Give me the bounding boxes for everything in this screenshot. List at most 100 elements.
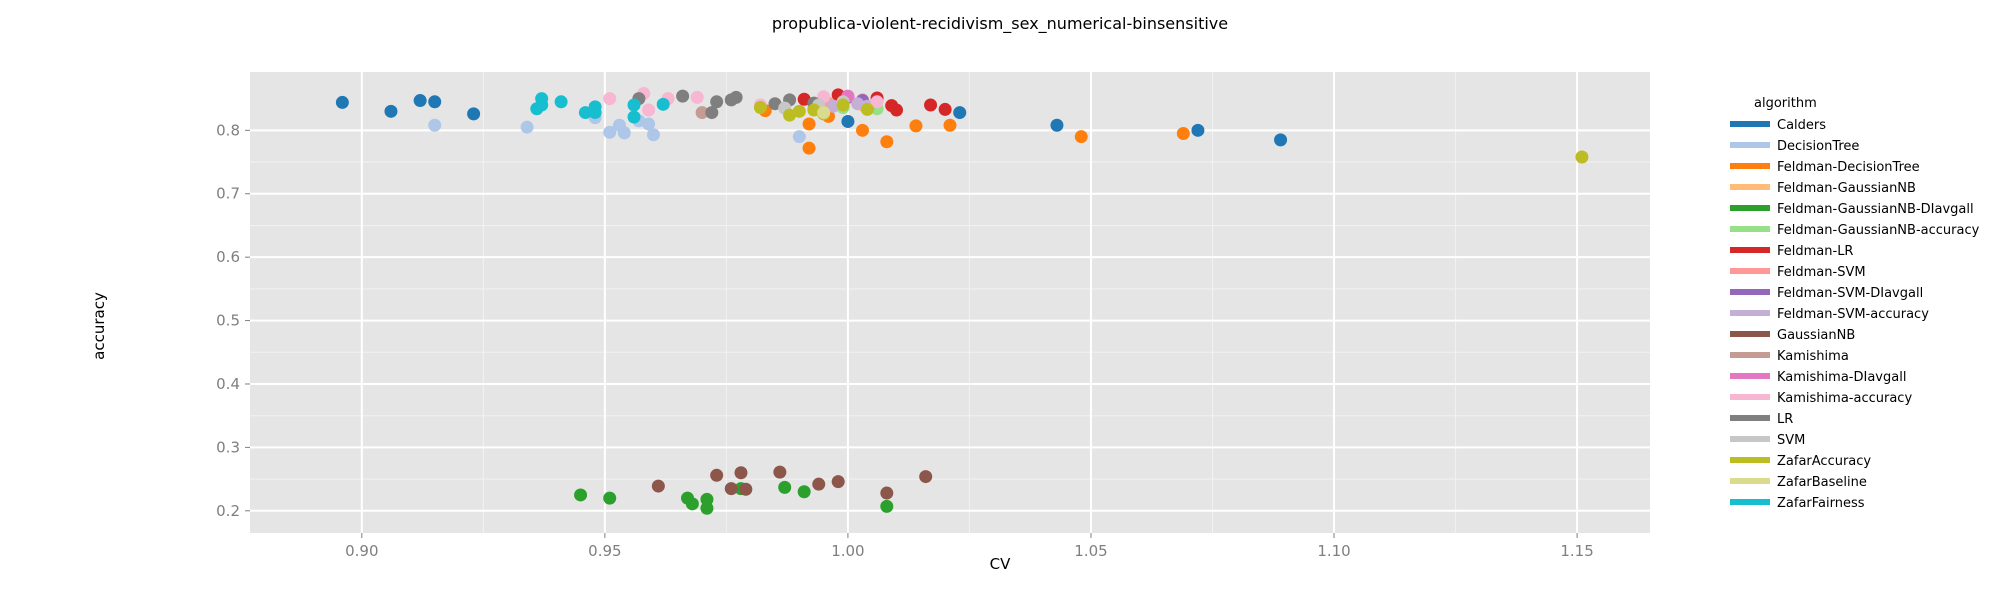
legend-swatch: [1730, 436, 1770, 442]
legend-swatch: [1730, 184, 1770, 190]
legend-swatch: [1730, 226, 1770, 232]
x-tick-label: 1.10: [1317, 542, 1350, 560]
legend-label: SVM: [1777, 433, 1805, 448]
data-point: [802, 141, 816, 155]
data-point: [938, 102, 952, 116]
data-point: [836, 98, 850, 112]
data-point: [817, 106, 831, 120]
legend-swatch: [1730, 268, 1770, 274]
data-point: [880, 499, 894, 513]
data-point: [1191, 123, 1205, 137]
data-point: [919, 470, 933, 484]
data-point: [656, 97, 670, 111]
data-point: [909, 119, 923, 133]
data-point: [739, 482, 753, 496]
data-point: [676, 89, 690, 103]
data-point: [1176, 127, 1190, 141]
data-point: [880, 135, 894, 149]
legend-swatch: [1730, 457, 1770, 463]
data-point: [603, 491, 617, 505]
data-point: [700, 501, 714, 515]
x-tick-label: 0.90: [345, 542, 378, 560]
data-point: [413, 94, 427, 108]
data-point: [428, 95, 442, 109]
data-point: [627, 98, 641, 112]
legend-swatch: [1730, 499, 1770, 505]
legend-swatch: [1730, 163, 1770, 169]
data-point: [880, 486, 894, 500]
x-tick-label: 1.00: [831, 542, 864, 560]
data-point: [588, 106, 602, 120]
legend-label: GaussianNB: [1777, 328, 1855, 343]
data-point: [870, 95, 884, 109]
legend: algorithm Calders DecisionTree Feldman-Dec…: [1730, 96, 1980, 511]
data-point: [851, 97, 865, 111]
data-point: [812, 477, 826, 491]
data-point: [729, 90, 743, 104]
data-point: [773, 465, 787, 479]
x-tick-label: 1.05: [1074, 542, 1107, 560]
data-point: [646, 128, 660, 142]
data-point: [734, 466, 748, 480]
data-point: [384, 104, 398, 118]
data-point: [831, 475, 845, 489]
legend-swatch: [1730, 394, 1770, 400]
legend-label: Calders: [1777, 118, 1826, 133]
legend-label: Kamishima: [1777, 349, 1849, 364]
legend-label: Feldman-GaussianNB-DIavgall: [1777, 202, 1974, 217]
data-point: [924, 98, 938, 112]
data-point: [826, 99, 840, 113]
legend-swatch: [1730, 247, 1770, 253]
legend-swatch: [1730, 331, 1770, 337]
data-point: [428, 118, 442, 132]
x-tick-label: 1.15: [1560, 542, 1593, 560]
x-tick-label: 0.95: [588, 542, 621, 560]
data-point: [724, 482, 738, 496]
chart-title: propublica-violent-recidivism_sex_numeri…: [772, 14, 1228, 34]
data-point: [1050, 118, 1064, 132]
x-axis-title: CV: [990, 555, 1011, 573]
data-point: [705, 106, 719, 120]
data-point: [535, 92, 549, 106]
y-axis-title: accuracy: [90, 292, 108, 360]
legend-swatch: [1730, 415, 1770, 421]
data-point: [627, 110, 641, 124]
legend-label: ZafarBaseline: [1777, 475, 1867, 490]
legend-swatch: [1730, 205, 1770, 211]
legend-label: Kamishima-DIavgall: [1777, 370, 1906, 385]
data-point: [467, 107, 481, 121]
data-point: [943, 118, 957, 132]
data-point: [953, 106, 967, 120]
legend-label: Feldman-SVM: [1777, 265, 1866, 280]
legend-swatch: [1730, 310, 1770, 316]
data-point: [778, 480, 792, 494]
data-point: [690, 90, 704, 104]
legend-swatch: [1730, 121, 1770, 127]
data-point: [335, 95, 349, 109]
data-point: [651, 479, 665, 493]
data-point: [768, 97, 782, 111]
legend-label: Feldman-LR: [1777, 244, 1853, 259]
data-point: [554, 95, 568, 109]
data-point: [890, 103, 904, 117]
data-point: [617, 126, 631, 140]
y-tick-label: 0.2: [216, 502, 240, 520]
data-point: [856, 123, 869, 137]
legend-swatch: [1730, 289, 1770, 295]
plot-area: [250, 72, 1650, 533]
data-point: [603, 125, 617, 139]
y-tick-label: 0.8: [216, 121, 240, 139]
legend-swatch: [1730, 478, 1770, 484]
data-point: [685, 497, 699, 511]
data-point: [792, 104, 806, 118]
legend-label: Feldman-DecisionTree: [1777, 160, 1920, 175]
data-point: [520, 120, 534, 134]
legend-label: Feldman-SVM-DIavgall: [1777, 286, 1923, 301]
legend-swatch: [1730, 142, 1770, 148]
y-tick-label: 0.6: [216, 248, 240, 266]
y-tick-label: 0.4: [216, 375, 240, 393]
data-point: [710, 468, 724, 482]
data-point: [578, 106, 592, 120]
y-tick-label: 0.7: [216, 185, 240, 203]
